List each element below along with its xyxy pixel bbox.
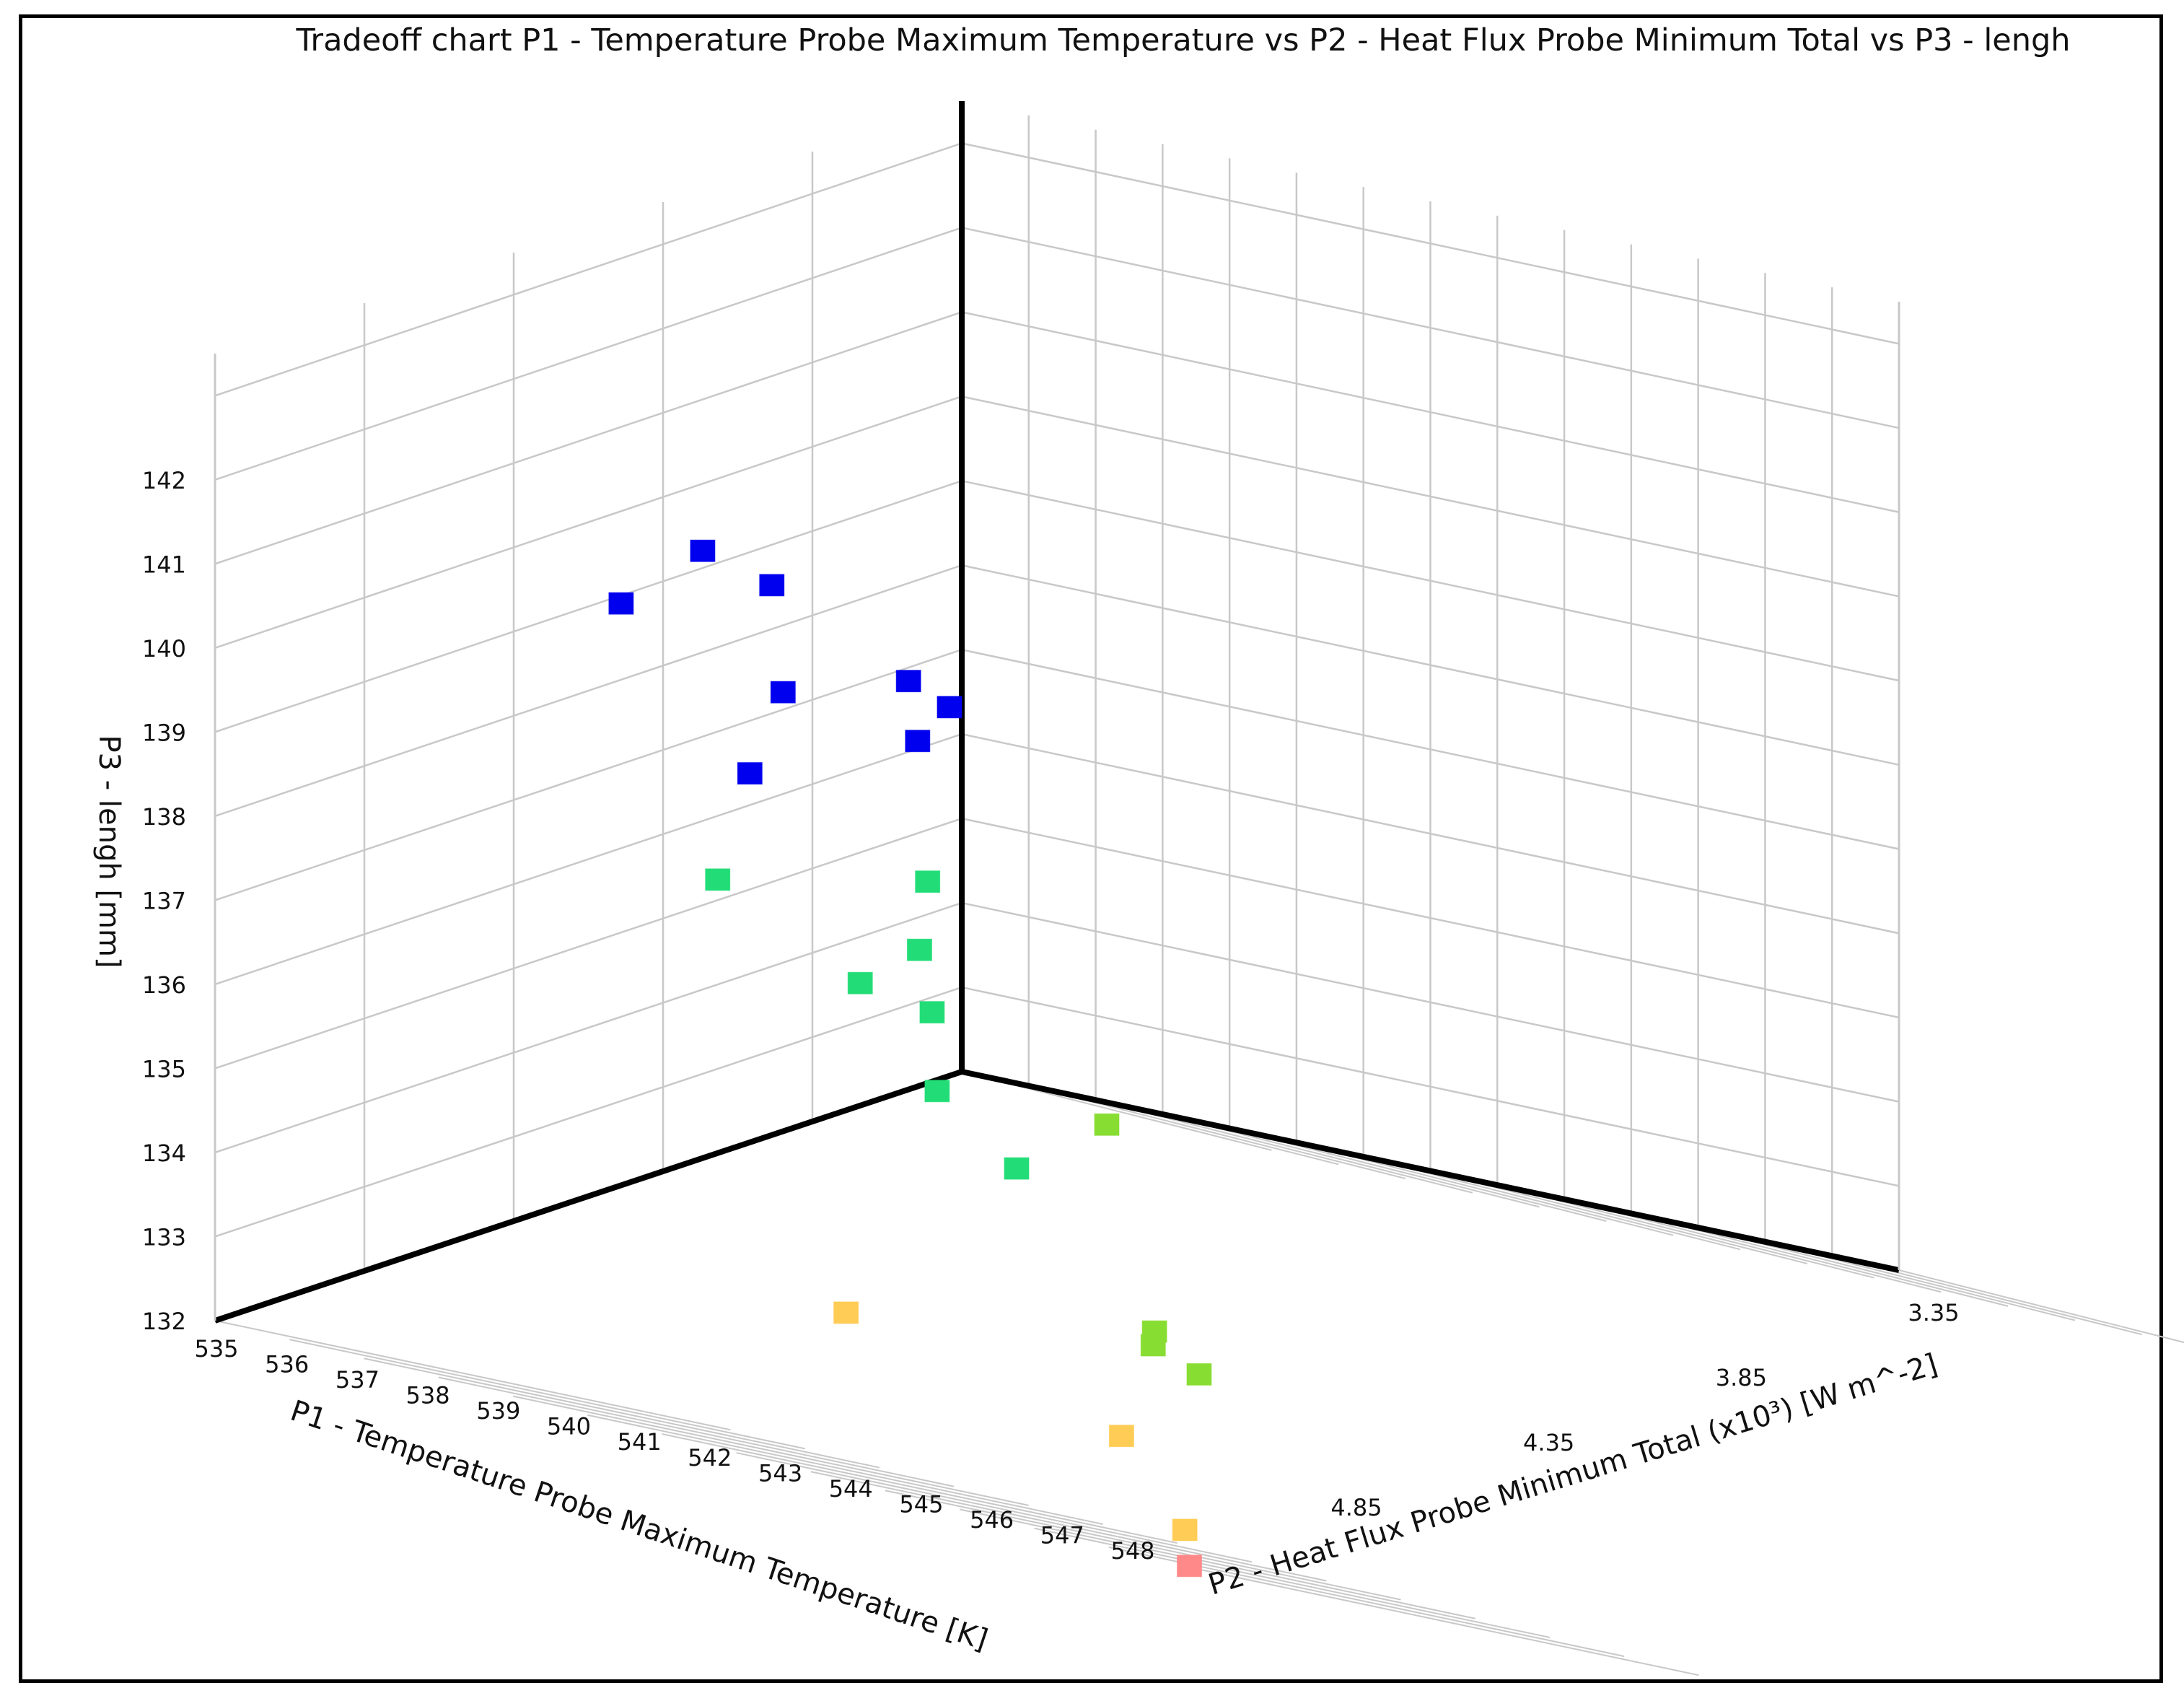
y-tick-label: 3.85 — [1716, 1364, 1767, 1391]
grid-line — [736, 1452, 1253, 1563]
z-tick-label: 135 — [142, 1055, 186, 1083]
data-point — [847, 971, 873, 994]
grid-line — [961, 311, 1900, 513]
data-point — [1140, 1334, 1166, 1357]
grid-line — [1183, 1565, 1699, 1676]
grid-line — [438, 1376, 955, 1487]
data-point — [1094, 1113, 1120, 1136]
x-tick-label: 535 — [194, 1335, 238, 1363]
x-tick-label: 536 — [265, 1351, 309, 1378]
grid-line — [214, 564, 962, 818]
data-point — [895, 670, 921, 693]
axes — [214, 101, 1900, 1324]
y-tick-label: 4.85 — [1330, 1494, 1382, 1521]
data-point — [705, 868, 731, 891]
grid-line — [1034, 1527, 1551, 1638]
grid-line — [214, 817, 962, 1070]
grid-line — [662, 1433, 1178, 1544]
grid-line — [214, 395, 962, 650]
grid — [214, 101, 2184, 1676]
grid-line — [289, 1339, 805, 1450]
grid-line — [214, 227, 962, 481]
grid-line — [214, 901, 962, 1154]
grid-line — [214, 986, 962, 1238]
x-tick-label: 539 — [476, 1397, 520, 1425]
data-point — [906, 938, 932, 961]
grid-line — [960, 1508, 1475, 1619]
grid-line — [587, 1414, 1103, 1525]
data-point — [608, 592, 634, 615]
grid-line — [961, 817, 1900, 1019]
x-tick-label: 545 — [899, 1490, 943, 1518]
data-point — [1172, 1518, 1198, 1542]
data-point — [1186, 1363, 1212, 1386]
z-tick-label: 136 — [142, 971, 186, 999]
x-tick-label: 543 — [758, 1459, 802, 1487]
grid-line — [961, 564, 1900, 766]
x-tick-label: 547 — [1040, 1521, 1084, 1549]
z-tick-label: 140 — [142, 635, 186, 663]
chart-frame — [19, 14, 2163, 1683]
data-point — [905, 730, 931, 753]
z-tick-label: 137 — [142, 887, 186, 914]
data-point — [1176, 1554, 1202, 1578]
data-point — [924, 1080, 950, 1103]
x-tick-label: 538 — [406, 1382, 450, 1409]
grid-line — [961, 227, 1900, 429]
grid-line — [512, 1395, 1029, 1506]
x-tick-label: 540 — [547, 1413, 591, 1440]
grid-line — [961, 733, 1900, 935]
x-tick-label: 544 — [829, 1475, 873, 1503]
grid-line — [961, 142, 1900, 345]
grid-line — [214, 311, 962, 565]
grid-line — [214, 649, 962, 901]
x-tick-label: 542 — [688, 1444, 732, 1472]
x-axis-line — [214, 1069, 963, 1324]
grid-line — [961, 986, 1900, 1187]
z-tick-label: 141 — [142, 551, 186, 578]
y-axis-line — [961, 1069, 1900, 1273]
y-axis-label: P2 - Heat Flux Probe Minimum Total (x10³… — [1204, 1348, 1941, 1602]
grid-line — [961, 648, 1900, 850]
z-tick-label: 133 — [142, 1223, 186, 1251]
z-tick-label: 138 — [142, 803, 186, 831]
data-point — [915, 870, 941, 893]
grid-line — [961, 395, 1900, 598]
grid-line — [810, 1471, 1327, 1582]
grid-line — [961, 901, 1900, 1103]
grid-line — [885, 1490, 1401, 1601]
data-point — [833, 1301, 859, 1324]
x-tick-label: 548 — [1110, 1537, 1154, 1565]
data-point — [1004, 1157, 1030, 1180]
x-tick-label: 537 — [336, 1366, 380, 1394]
data-point — [770, 681, 796, 704]
z-axis-label: P3 - lengh [mm] — [92, 735, 126, 968]
grid-line — [214, 733, 962, 986]
chart-title: Tradeoff chart P1 - Temperature Probe Ma… — [295, 22, 2070, 58]
grid-line — [214, 142, 962, 397]
z-tick-label: 142 — [142, 467, 186, 494]
y-tick-label: 4.35 — [1523, 1429, 1574, 1456]
z-tick-label: 132 — [142, 1308, 186, 1335]
x-tick-label: 546 — [970, 1506, 1014, 1534]
data-point — [1108, 1425, 1134, 1448]
x-tick-label: 541 — [618, 1428, 662, 1456]
data-point — [937, 696, 962, 719]
data-point — [919, 1001, 945, 1024]
tick-labels: 132 133 134 135 136 137 138 139 140 141 142 535 536 5… — [142, 467, 1960, 1565]
data-point — [759, 574, 785, 597]
data-point — [737, 762, 763, 785]
z-tick-label: 134 — [142, 1140, 186, 1167]
data-points — [608, 539, 1212, 1578]
z-tick-label: 139 — [142, 719, 186, 746]
grid-line — [961, 480, 1900, 682]
grid-line — [1898, 1269, 2184, 1344]
data-point — [690, 539, 716, 562]
grid-line — [364, 1357, 880, 1469]
grid-line — [214, 1320, 731, 1431]
grid-line — [214, 480, 962, 733]
y-tick-label: 3.35 — [1908, 1299, 1959, 1326]
